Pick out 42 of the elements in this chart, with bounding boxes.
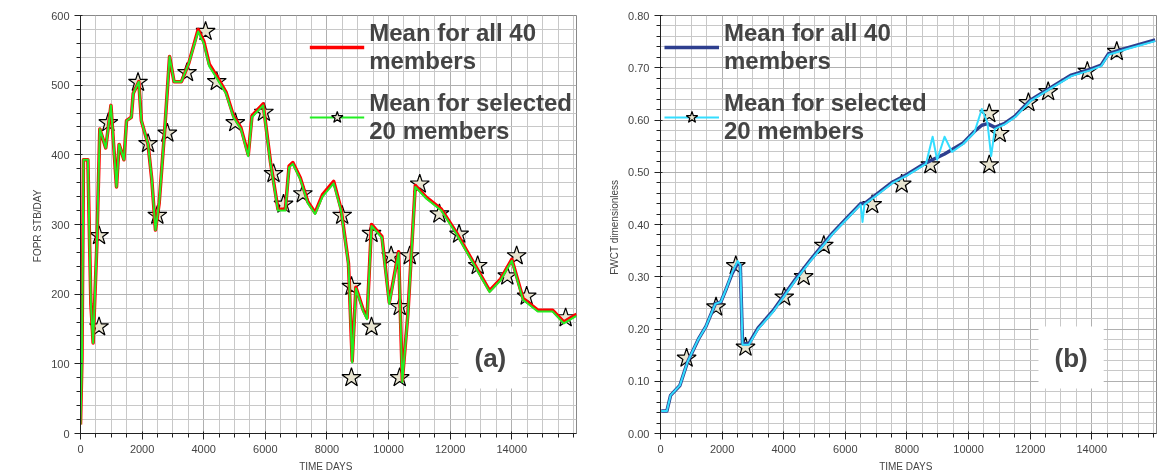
x-tick-label: 0 xyxy=(657,442,664,455)
y-tick-label: 0.60 xyxy=(628,114,650,126)
annotation: (a) xyxy=(474,342,507,373)
y-tick-label: 0.80 xyxy=(628,9,650,22)
y-tick-label: 400 xyxy=(51,148,70,161)
y-tick-label: 0.70 xyxy=(628,61,650,74)
x-tick-label: 6000 xyxy=(833,442,858,455)
y-tick-label: 600 xyxy=(51,9,70,22)
y-tick-label: 300 xyxy=(51,218,70,231)
y-axis-title: FOPR STB/DAY xyxy=(32,189,44,263)
x-tick-label: 4000 xyxy=(191,442,216,455)
x-tick-label: 6000 xyxy=(253,442,278,455)
legend-label: Mean for all 40 members xyxy=(369,19,536,75)
y-tick-label: 0.50 xyxy=(628,166,650,179)
x-tick-label: 14000 xyxy=(496,442,528,455)
x-tick-label: 10000 xyxy=(953,442,984,455)
x-tick-label: 14000 xyxy=(1076,442,1108,455)
y-axis-title: FWCT dimensionless xyxy=(609,179,621,275)
x-axis-title: TIME DAYS xyxy=(879,460,933,472)
x-tick-label: 12000 xyxy=(1014,442,1046,455)
x-tick-label: 8000 xyxy=(314,442,340,455)
x-tick-label: 0 xyxy=(77,442,84,455)
legend-label: Mean for all 40 members xyxy=(724,19,891,75)
x-tick-label: 2000 xyxy=(129,442,155,455)
x-tick-label: 4000 xyxy=(771,442,796,455)
y-tick-label: 0.20 xyxy=(628,323,650,335)
y-tick-label: 0.00 xyxy=(628,427,650,440)
x-tick-label: 2000 xyxy=(709,442,735,455)
annotation: (b) xyxy=(1054,342,1088,373)
y-tick-label: 500 xyxy=(51,79,70,92)
y-tick-label: 0.30 xyxy=(628,270,650,283)
y-tick-label: 0.10 xyxy=(628,375,650,388)
x-axis-title: TIME DAYS xyxy=(299,460,353,472)
y-tick-label: 0 xyxy=(63,427,70,440)
legend-label: Mean for selected 20 members xyxy=(369,89,572,145)
x-tick-label: 10000 xyxy=(373,442,404,455)
x-tick-label: 8000 xyxy=(894,442,920,455)
y-tick-label: 200 xyxy=(51,288,70,301)
y-tick-label: 0.40 xyxy=(628,218,650,231)
x-tick-label: 12000 xyxy=(434,442,466,455)
legend-label: Mean for selected 20 members xyxy=(724,89,927,145)
y-tick-label: 100 xyxy=(51,357,70,370)
